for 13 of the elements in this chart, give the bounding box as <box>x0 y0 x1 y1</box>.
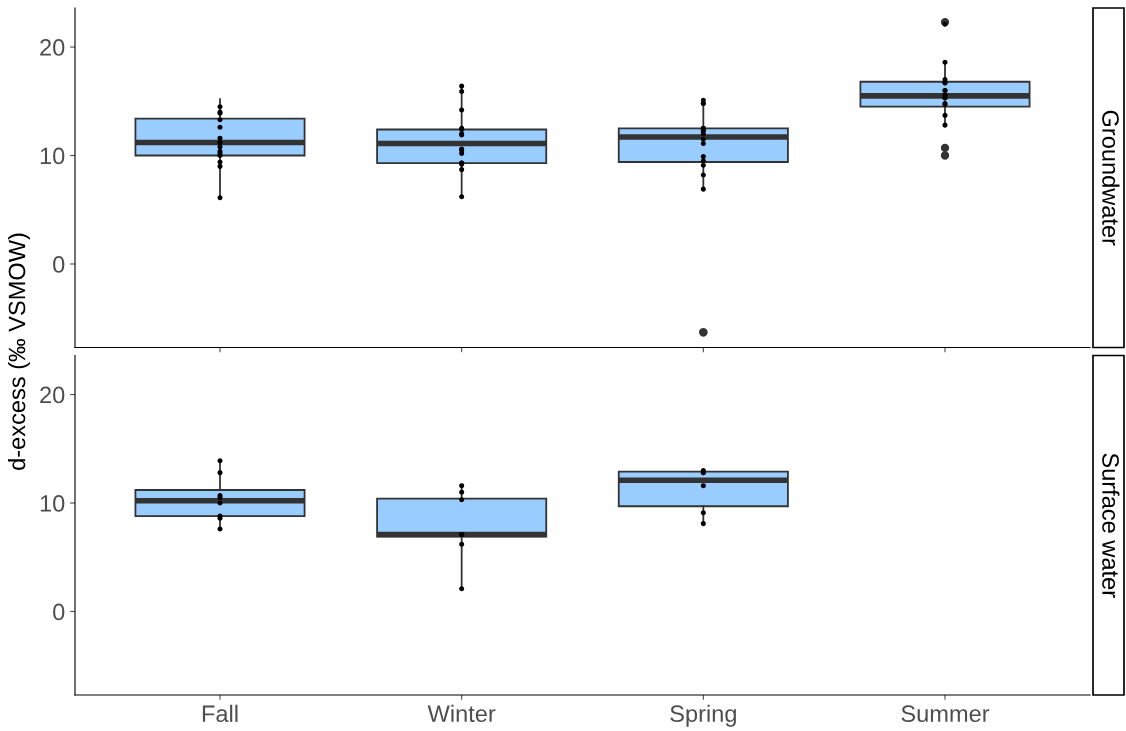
y-axis-title: d-excess (‰ VSMOW) <box>8 233 30 470</box>
y-tick-label: 0 <box>53 256 65 273</box>
x-tick-label: Summer <box>901 705 990 723</box>
y-tick-label: 10 <box>40 147 65 165</box>
x-tick-label: Fall <box>202 704 238 723</box>
x-tick-label: Spring <box>670 704 736 727</box>
y-tick-label: 20 <box>40 39 65 56</box>
y-tick-label: 10 <box>40 495 65 512</box>
y2-axis-title: Surface water <box>1102 453 1120 598</box>
y-tick-label: 0 <box>53 603 65 621</box>
y2-axis-title: Groundwater <box>1102 110 1120 246</box>
x-tick-label: Winter <box>427 704 496 723</box>
y-tick-label: 20 <box>40 386 65 404</box>
